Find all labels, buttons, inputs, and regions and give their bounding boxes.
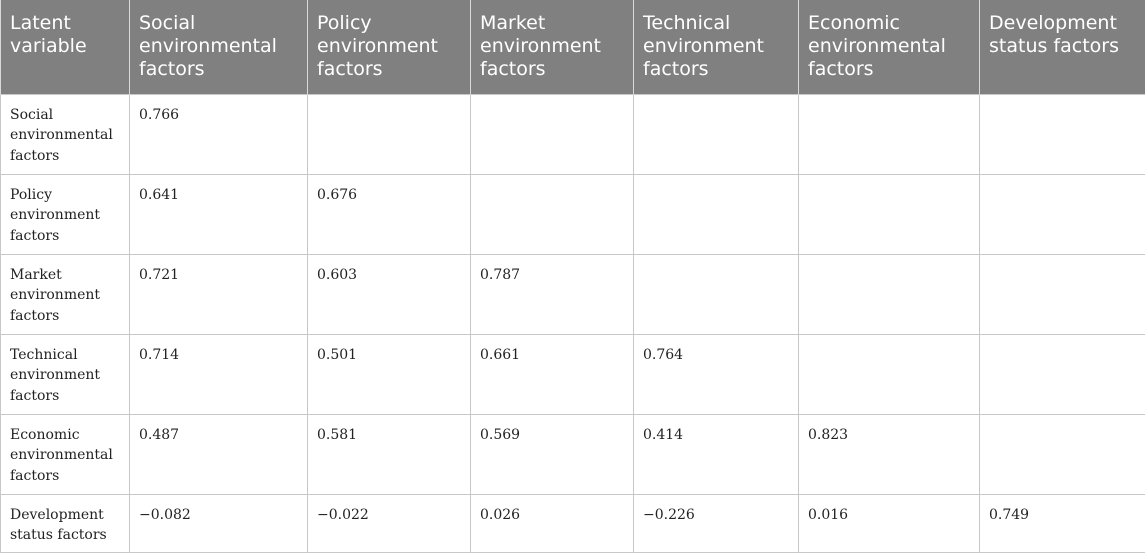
table-cell: [633, 93, 799, 175]
table-cell: 0.569: [470, 413, 634, 495]
table-cell: 0.641: [129, 173, 308, 255]
header-row: Latent variable Social environmental fac…: [0, 0, 1145, 94]
table-cell: [979, 173, 1145, 255]
header-cell-market: Market environment factors: [470, 0, 634, 94]
table-row: Development status factors −0.082 −0.022…: [0, 493, 1145, 553]
table-cell: [470, 173, 634, 255]
table-cell: 0.026: [470, 493, 634, 553]
table-row: Economic environmental factors 0.487 0.5…: [0, 413, 1145, 495]
table-cell: 0.764: [633, 333, 799, 415]
table-cell: [307, 93, 471, 175]
row-label: Technical environment factors: [0, 333, 130, 415]
row-label: Economic environmental factors: [0, 413, 130, 495]
table-cell: [798, 333, 980, 415]
table-cell: 0.749: [979, 493, 1145, 553]
header-cell-development: Development status factors: [979, 0, 1145, 94]
row-label: Market environment factors: [0, 253, 130, 335]
table-cell: [979, 93, 1145, 175]
table-cell: 0.487: [129, 413, 308, 495]
row-label: Development status factors: [0, 493, 130, 553]
table-cell: 0.414: [633, 413, 799, 495]
table-cell: 0.766: [129, 93, 308, 175]
table-cell: −0.082: [129, 493, 308, 553]
table-cell: 0.823: [798, 413, 980, 495]
table-cell: [470, 93, 634, 175]
table-cell: [979, 413, 1145, 495]
header-cell-policy: Policy environment factors: [307, 0, 471, 94]
table-body: Social environmental factors 0.766 Polic…: [0, 93, 1145, 553]
table-cell: [633, 173, 799, 255]
table-row: Technical environment factors 0.714 0.50…: [0, 333, 1145, 415]
table-cell: [979, 333, 1145, 415]
table-row: Social environmental factors 0.766: [0, 93, 1145, 175]
header-cell-technical: Technical environment factors: [633, 0, 799, 94]
table-cell: [633, 253, 799, 335]
table-header: Latent variable Social environmental fac…: [0, 0, 1145, 94]
table-cell: 0.787: [470, 253, 634, 335]
table-cell: −0.226: [633, 493, 799, 553]
table-cell: [798, 253, 980, 335]
row-label: Social environmental factors: [0, 93, 130, 175]
row-label: Policy environment factors: [0, 173, 130, 255]
table-cell: 0.501: [307, 333, 471, 415]
table-cell: 0.016: [798, 493, 980, 553]
table-cell: −0.022: [307, 493, 471, 553]
table-cell: 0.581: [307, 413, 471, 495]
table-cell: 0.661: [470, 333, 634, 415]
header-cell-social: Social environmental factors: [129, 0, 308, 94]
table-row: Market environment factors 0.721 0.603 0…: [0, 253, 1145, 335]
header-cell-economic: Economic environmental factors: [798, 0, 980, 94]
table-cell: [979, 253, 1145, 335]
table-row: Policy environment factors 0.641 0.676: [0, 173, 1145, 255]
header-cell-latent-variable: Latent variable: [0, 0, 130, 94]
table-cell: 0.721: [129, 253, 308, 335]
table-cell: 0.714: [129, 333, 308, 415]
table-cell: [798, 93, 980, 175]
table-cell: 0.603: [307, 253, 471, 335]
table-cell: [798, 173, 980, 255]
table-cell: 0.676: [307, 173, 471, 255]
